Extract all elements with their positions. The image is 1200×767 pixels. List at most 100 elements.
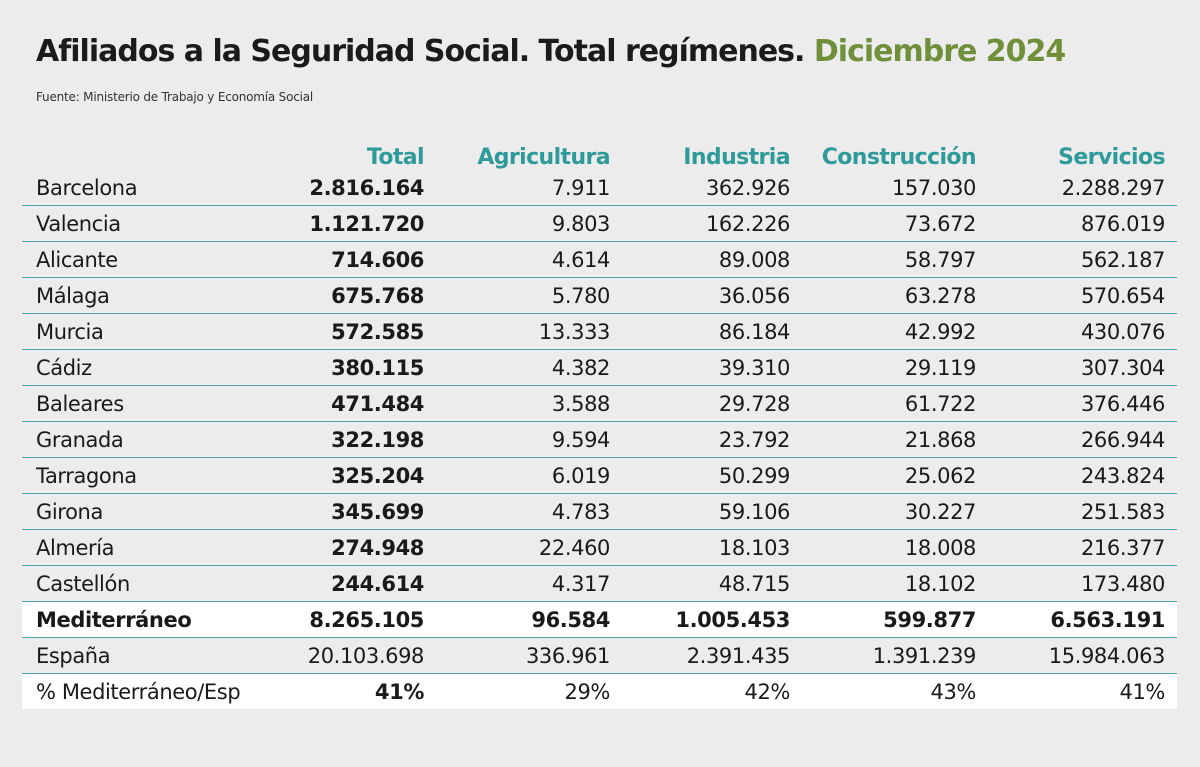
row-label: Málaga (22, 277, 260, 314)
header-servicios: Servicios (1058, 145, 1165, 170)
table-row: Alicante 714.606 4.614 89.008 58.797 562.187 (22, 241, 1177, 278)
table-row: Valencia 1.121.720 9.803 162.226 73.672 876.0… (22, 205, 1177, 242)
cell-total: 322.198 (260, 421, 436, 458)
table-body: Barcelona 2.816.164 7.911 362.926 157.030 2.2… (22, 170, 1177, 709)
table-row: % Mediterráneo/Esp 41% 29% 42% 43% 41% (22, 673, 1177, 709)
row-label: Baleares (22, 385, 260, 422)
cell-agricultura: 4.317 (436, 565, 622, 602)
table-row: Mediterráneo 8.265.105 96.584 1.005.453 599.… (22, 601, 1177, 638)
cell-agricultura: 22.460 (436, 529, 622, 566)
cell-servicios: 243.824 (988, 457, 1177, 494)
cell-servicios: 376.446 (988, 385, 1177, 422)
cell-total: 244.614 (260, 565, 436, 602)
row-label: Alicante (22, 241, 260, 278)
cell-industria: 50.299 (622, 457, 802, 494)
cell-total: 325.204 (260, 457, 436, 494)
table-row: Baleares 471.484 3.588 29.728 61.722 376.446 (22, 385, 1177, 422)
cell-total: 471.484 (260, 385, 436, 422)
table-header-row: Total Agricultura Industria Construcción… (22, 134, 1177, 170)
cell-servicios: 266.944 (988, 421, 1177, 458)
cell-servicios: 173.480 (988, 565, 1177, 602)
title-date: Diciembre 2024 (813, 34, 1066, 69)
cell-construccion: 157.030 (802, 170, 988, 206)
cell-servicios: 251.583 (988, 493, 1177, 530)
cell-agricultura: 29% (436, 673, 622, 709)
cell-construccion: 73.672 (802, 205, 988, 242)
row-label: Mediterráneo (22, 601, 260, 638)
title-main: Afiliados a la Seguridad Social. Total r… (36, 34, 805, 69)
cell-servicios: 41% (988, 673, 1177, 709)
cell-total: 675.768 (260, 277, 436, 314)
cell-agricultura: 6.019 (436, 457, 622, 494)
cell-construccion: 18.008 (802, 529, 988, 566)
cell-agricultura: 96.584 (436, 601, 622, 638)
table-row: Girona 345.699 4.783 59.106 30.227 251.583 (22, 493, 1177, 530)
table-row: Málaga 675.768 5.780 36.056 63.278 570.654 (22, 277, 1177, 314)
cell-servicios: 307.304 (988, 349, 1177, 386)
cell-servicios: 570.654 (988, 277, 1177, 314)
cell-industria: 2.391.435 (622, 637, 802, 674)
cell-industria: 36.056 (622, 277, 802, 314)
cell-agricultura: 9.803 (436, 205, 622, 242)
row-label: Valencia (22, 205, 260, 242)
cell-industria: 18.103 (622, 529, 802, 566)
cell-total: 380.115 (260, 349, 436, 386)
cell-agricultura: 7.911 (436, 170, 622, 206)
table-row: Castellón 244.614 4.317 48.715 18.102 173.480 (22, 565, 1177, 602)
table-row: Granada 322.198 9.594 23.792 21.868 266.944 (22, 421, 1177, 458)
cell-construccion: 58.797 (802, 241, 988, 278)
header-total: Total (366, 145, 425, 170)
header-empty (22, 134, 260, 170)
cell-servicios: 216.377 (988, 529, 1177, 566)
cell-construccion: 30.227 (802, 493, 988, 530)
cell-industria: 23.792 (622, 421, 802, 458)
row-label: Cádiz (22, 349, 260, 386)
cell-industria: 39.310 (622, 349, 802, 386)
table-row: Almería 274.948 22.460 18.103 18.008 216.377 (22, 529, 1177, 566)
table-row: Tarragona 325.204 6.019 50.299 25.062 243.824 (22, 457, 1177, 494)
cell-construccion: 63.278 (802, 277, 988, 314)
cell-industria: 42% (622, 673, 802, 709)
row-label: Murcia (22, 313, 260, 350)
table-row: Barcelona 2.816.164 7.911 362.926 157.030 2.2… (22, 170, 1177, 206)
cell-construccion: 61.722 (802, 385, 988, 422)
cell-construccion: 21.868 (802, 421, 988, 458)
header-construccion: Construcción (821, 145, 977, 170)
cell-total: 714.606 (260, 241, 436, 278)
cell-agricultura: 4.382 (436, 349, 622, 386)
cell-servicios: 2.288.297 (988, 170, 1177, 206)
cell-construccion: 25.062 (802, 457, 988, 494)
cell-total: 8.265.105 (260, 601, 436, 638)
cell-agricultura: 5.780 (436, 277, 622, 314)
cell-agricultura: 336.961 (436, 637, 622, 674)
cell-construccion: 42.992 (802, 313, 988, 350)
cell-construccion: 43% (802, 673, 988, 709)
row-label: Granada (22, 421, 260, 458)
cell-servicios: 6.563.191 (988, 601, 1177, 638)
cell-total: 572.585 (260, 313, 436, 350)
cell-servicios: 562.187 (988, 241, 1177, 278)
cell-total: 1.121.720 (260, 205, 436, 242)
table-row: España 20.103.698 336.961 2.391.435 1.391.23… (22, 637, 1177, 674)
row-label: Barcelona (22, 170, 260, 206)
row-label: % Mediterráneo/Esp (22, 673, 260, 709)
row-label: Girona (22, 493, 260, 530)
cell-servicios: 876.019 (988, 205, 1177, 242)
cell-total: 345.699 (260, 493, 436, 530)
cell-industria: 89.008 (622, 241, 802, 278)
cell-industria: 162.226 (622, 205, 802, 242)
cell-total: 41% (260, 673, 436, 709)
row-label: Almería (22, 529, 260, 566)
page-title: Afiliados a la Seguridad Social. Total r… (36, 34, 1066, 69)
cell-industria: 29.728 (622, 385, 802, 422)
cell-agricultura: 4.783 (436, 493, 622, 530)
cell-construccion: 1.391.239 (802, 637, 988, 674)
source-note: Fuente: Ministerio de Trabajo y Economía… (36, 90, 314, 104)
cell-agricultura: 3.588 (436, 385, 622, 422)
cell-agricultura: 9.594 (436, 421, 622, 458)
cell-agricultura: 13.333 (436, 313, 622, 350)
table-row: Cádiz 380.115 4.382 39.310 29.119 307.304 (22, 349, 1177, 386)
cell-agricultura: 4.614 (436, 241, 622, 278)
row-label: Tarragona (22, 457, 260, 494)
affiliates-table: Total Agricultura Industria Construcción… (22, 134, 1177, 709)
